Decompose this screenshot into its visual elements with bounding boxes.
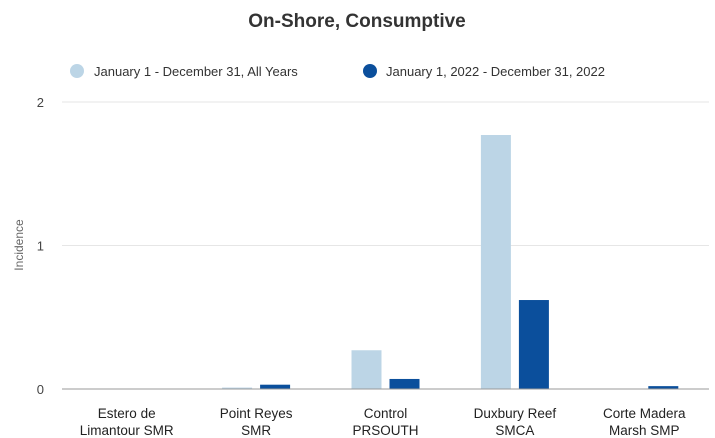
legend-item-series-2[interactable]: January 1, 2022 - December 31, 2022: [363, 64, 605, 79]
y-axis-ticks: 0 1 2: [37, 95, 44, 397]
x-category-label: Estero de: [98, 406, 156, 421]
legend-label-series-1: January 1 - December 31, All Years: [94, 64, 298, 79]
legend-marker-series-2: [363, 64, 377, 78]
bar-series-2-category-2[interactable]: [260, 384, 291, 389]
x-category-label: SMR: [241, 423, 271, 438]
bar-series-2-category-4[interactable]: [518, 300, 549, 389]
bar-series-2-category-3[interactable]: [389, 378, 420, 389]
bar-series-1-category-3[interactable]: [351, 350, 382, 389]
legend: January 1 - December 31, All Years Janua…: [70, 64, 605, 79]
x-category-label: SMCA: [495, 423, 534, 438]
y-axis-title: Incidence: [12, 219, 26, 271]
gridlines: [62, 101, 709, 246]
bars: [222, 135, 679, 389]
y-tick-label: 0: [37, 382, 44, 397]
legend-marker-series-1: [70, 64, 84, 78]
x-category-label: PRSOUTH: [352, 423, 418, 438]
y-tick-label: 2: [37, 95, 44, 110]
x-axis-labels: Estero de Limantour SMR Point Reyes SMR Cont…: [80, 406, 686, 438]
x-category-label: Marsh SMP: [609, 423, 680, 438]
x-category-label: Limantour SMR: [80, 423, 174, 438]
x-category-label: Point Reyes: [220, 406, 293, 421]
bar-series-2-category-5[interactable]: [648, 386, 679, 389]
y-tick-label: 1: [37, 239, 44, 254]
chart-title: On-Shore, Consumptive: [248, 11, 465, 32]
legend-label-series-2: January 1, 2022 - December 31, 2022: [386, 64, 605, 79]
x-category-label: Duxbury Reef: [474, 406, 557, 421]
x-category-label: Corte Madera: [603, 406, 686, 421]
legend-item-series-1[interactable]: January 1 - December 31, All Years: [70, 64, 298, 79]
bar-series-1-category-4[interactable]: [480, 135, 511, 389]
x-category-label: Control: [364, 406, 408, 421]
bar-series-1-category-2[interactable]: [222, 387, 253, 389]
